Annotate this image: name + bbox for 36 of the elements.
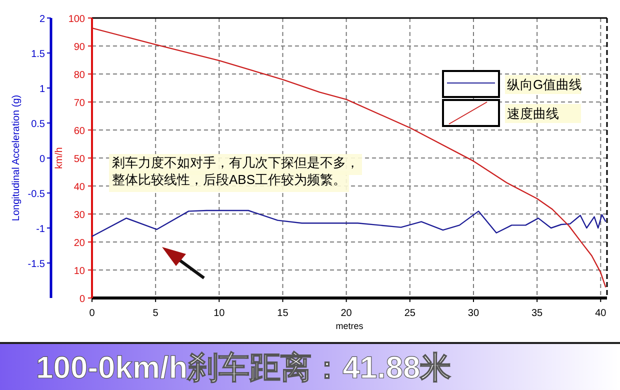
y2-tick-label: 0.5 xyxy=(31,119,46,130)
legend-label: 速度曲线 xyxy=(507,106,559,121)
y-tick-label: 100 xyxy=(68,14,86,25)
y2-tick-label: 1.5 xyxy=(31,49,46,60)
text: 100-0km/h刹车距离：41.88米 xyxy=(36,350,452,385)
y-tick-label: 90 xyxy=(74,42,86,53)
y2-axis-title: Longitudinal Acceleration (g) xyxy=(11,94,22,222)
y-tick-label: 50 xyxy=(74,154,86,165)
y2-tick-label: 1 xyxy=(39,84,46,95)
y-tick-label: 20 xyxy=(74,238,86,249)
y-tick-label: 10 xyxy=(74,266,86,277)
x-tick-label: 5 xyxy=(152,308,159,319)
y-tick-label: 70 xyxy=(74,98,86,109)
y2-tick-label: 0 xyxy=(39,154,46,165)
y-tick-label: 80 xyxy=(74,70,86,81)
y2-tick-label: -1 xyxy=(36,224,46,235)
x-axis-title: metres xyxy=(336,321,364,331)
annotation: 剎车力度不如对手，有几次下探但是不多， xyxy=(112,155,359,170)
legend-label: 纵向G值曲线 xyxy=(507,77,582,92)
y2-tick-label: -1.5 xyxy=(28,259,46,270)
y-tick-label: 60 xyxy=(74,126,86,137)
x-tick-label: 35 xyxy=(532,308,544,319)
x-tick-label: 10 xyxy=(214,308,226,319)
y-tick-label: 30 xyxy=(74,210,86,221)
y-axis-title: km/h xyxy=(54,147,65,169)
x-tick-label: 0 xyxy=(89,308,96,319)
x-tick-label: 30 xyxy=(468,308,480,319)
annotation: 整体比较线性，后段ABS工作较为频繁。 xyxy=(112,172,346,187)
y-tick-label: 0 xyxy=(79,294,86,305)
y2-tick-label: -0.5 xyxy=(28,189,46,200)
x-tick-label: 25 xyxy=(404,308,416,319)
y-tick-label: 40 xyxy=(74,182,86,193)
x-tick-label: 15 xyxy=(277,308,289,319)
x-tick-label: 40 xyxy=(595,308,607,319)
y2-tick-label: 2 xyxy=(39,14,46,25)
x-tick-label: 20 xyxy=(340,308,352,319)
